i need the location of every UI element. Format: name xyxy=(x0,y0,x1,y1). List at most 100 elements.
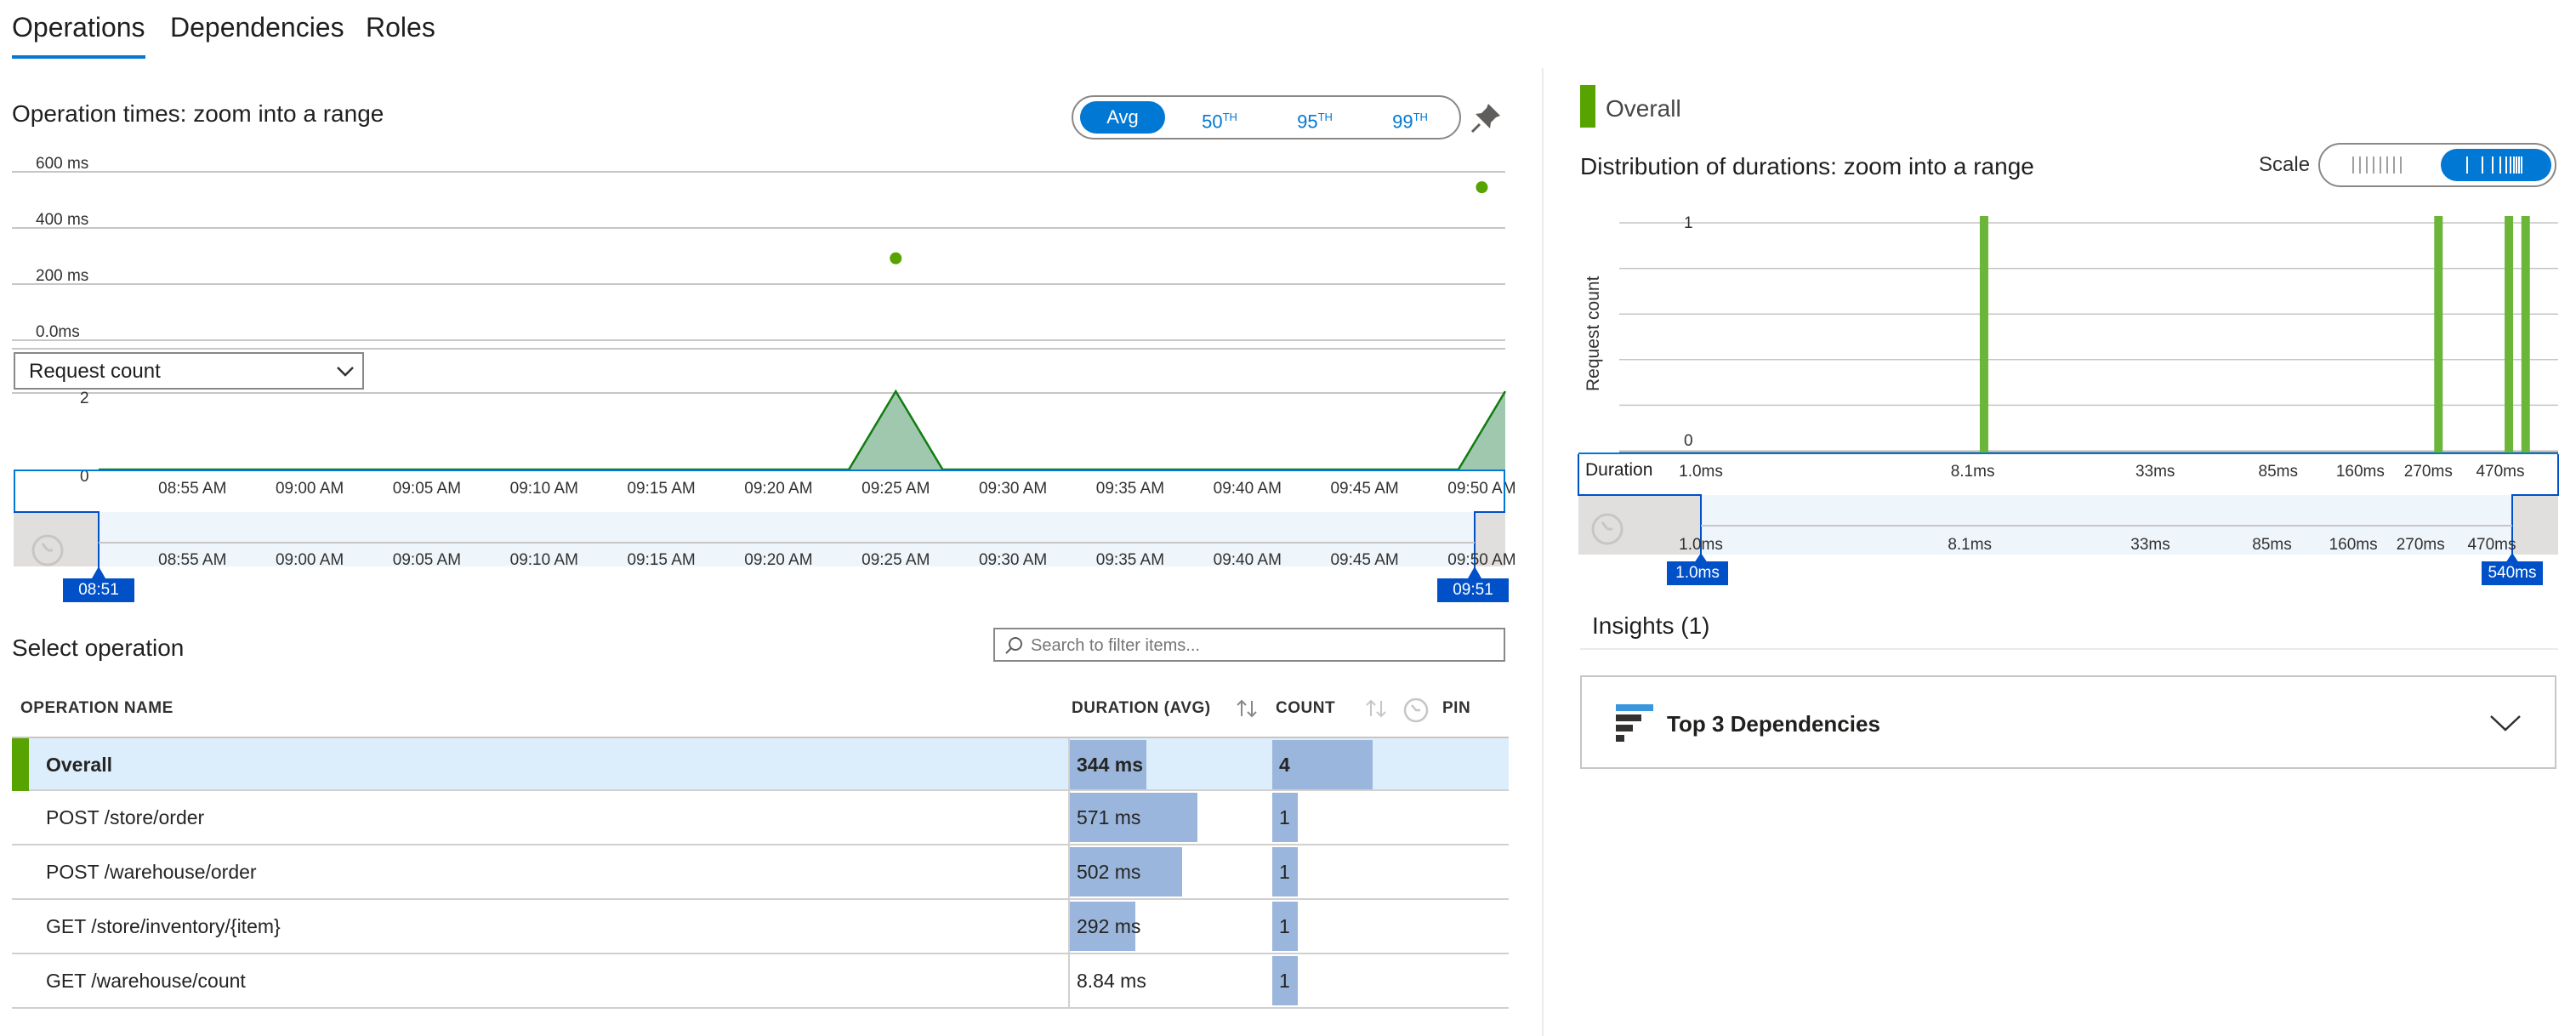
duration-distribution-chart: 10 1.0ms 8.1ms 33ms 85ms 160ms 270ms 470ms 1.0… xyxy=(1578,214,2559,563)
count-bar xyxy=(1272,902,1298,951)
brush-x-tick: 09:35 AM xyxy=(1096,551,1164,569)
area-line xyxy=(99,389,1507,471)
percentile-99th-sup: TH xyxy=(1413,111,1428,123)
duration-range-end-label[interactable]: 540ms xyxy=(2482,561,2543,585)
search-input[interactable] xyxy=(1029,633,1497,658)
column-header-name[interactable]: OPERATION NAME xyxy=(20,699,173,717)
reset-duration-zoom-icon[interactable] xyxy=(1589,510,1626,548)
panel-divider xyxy=(1542,68,1544,1036)
log-scale-icon xyxy=(2466,157,2522,174)
count-bar xyxy=(1272,793,1298,842)
brush-x-tick: 09:05 AM xyxy=(393,551,461,569)
duration-range-start-label[interactable]: 1.0ms xyxy=(1667,561,1728,585)
table-row[interactable]: GET /warehouse/count 8.84 ms 1 xyxy=(12,954,1509,1009)
distribution-bar[interactable] xyxy=(2521,216,2530,453)
brush-left-handle[interactable] xyxy=(92,566,105,578)
sort-duration-icon[interactable] xyxy=(1235,697,1259,720)
brush-x-ticks: 08:55 AM 09:00 AM 09:05 AM 09:10 AM 09:15 AM… xyxy=(158,551,1515,569)
range-start-label[interactable]: 08:51 AM xyxy=(63,578,134,623)
column-header-duration[interactable]: DURATION (AVG) xyxy=(1072,699,1211,717)
duration-brush-x-tick: 1.0ms xyxy=(1679,536,1723,554)
time-x-tick: 09:35 AM xyxy=(1096,480,1164,498)
brush-outside-right xyxy=(1475,512,1505,566)
distribution-bar[interactable] xyxy=(2434,216,2443,453)
reset-zoom-icon[interactable] xyxy=(29,532,66,569)
distribution-title: Distribution of durations: zoom into a r… xyxy=(1580,153,2034,179)
distribution-x-ticks: 1.0ms 8.1ms 33ms 85ms 160ms 270ms 470ms xyxy=(1679,463,2524,481)
brush-x-tick: 09:30 AM xyxy=(979,551,1047,569)
scatter-point[interactable] xyxy=(890,252,902,265)
table-row[interactable]: GET /store/inventory/{item} 292 ms 1 xyxy=(12,900,1509,954)
tab-operations[interactable]: Operations xyxy=(12,12,145,59)
count-value: 1 xyxy=(1279,915,1290,937)
brush-x-tick: 09:20 AM xyxy=(744,551,812,569)
sort-count-icon[interactable] xyxy=(1364,697,1388,720)
log-scale-button[interactable] xyxy=(2441,149,2551,181)
operation-name: POST /warehouse/order xyxy=(46,861,257,883)
percentile-95th[interactable]: 95TH xyxy=(1271,101,1359,134)
distribution-bars xyxy=(1979,216,2530,453)
brush-top-edge xyxy=(14,470,1505,471)
brush-right-handle[interactable] xyxy=(1468,566,1481,578)
metric-dropdown-value: Request count xyxy=(29,360,161,383)
metric-dropdown[interactable]: Request count xyxy=(14,352,364,390)
column-header-count[interactable]: COUNT xyxy=(1276,699,1336,717)
table-row[interactable]: POST /warehouse/order 502 ms 1 xyxy=(12,845,1509,900)
chevron-down-icon[interactable] xyxy=(2488,711,2522,735)
time-x-tick: 09:40 AM xyxy=(1214,480,1282,498)
time-x-tick: 09:25 AM xyxy=(862,480,930,498)
time-range-brush[interactable] xyxy=(14,470,1505,612)
pin-icon[interactable] xyxy=(1470,100,1504,134)
brush-x-tick: 08:55 AM xyxy=(158,551,226,569)
area-y-tick: 0 xyxy=(80,468,89,486)
area-x-ticks: 08:55 AM 09:00 AM 09:05 AM 09:10 AM 09:15 AM… xyxy=(158,480,1515,498)
select-operation-title: Select operation xyxy=(12,635,185,661)
brush-x-tick: 09:15 AM xyxy=(627,551,695,569)
duration-x-tick: 1.0ms xyxy=(1679,463,1723,481)
scale-toggle xyxy=(2318,143,2556,187)
duration-brush-x-tick: 33ms xyxy=(2130,536,2169,554)
duration-range-brush[interactable]: 1.0ms 8.1ms 33ms 85ms 160ms 270ms 470ms xyxy=(1578,453,2559,563)
insight-card-top-dependencies[interactable]: Top 3 Dependencies xyxy=(1580,675,2556,769)
range-end-label[interactable]: 09:51 AM xyxy=(1437,578,1509,623)
time-x-tick: 09:00 AM xyxy=(276,480,344,498)
duration-bar xyxy=(1070,902,1135,951)
brush-x-tick: 09:25 AM xyxy=(862,551,930,569)
table-row[interactable]: Overall 344 ms 4 xyxy=(12,737,1509,791)
count-bar xyxy=(1272,956,1298,1005)
count-bar xyxy=(1272,740,1373,789)
distribution-bar[interactable] xyxy=(2505,216,2514,453)
brush-selection[interactable] xyxy=(99,512,1475,566)
brush-x-tick: 09:10 AM xyxy=(510,551,578,569)
percentile-99th[interactable]: 99TH xyxy=(1366,101,1454,134)
scatter-point[interactable] xyxy=(1476,181,1488,194)
duration-brush-outside-right xyxy=(2512,495,2558,555)
duration-brush-x-tick: 8.1ms xyxy=(1948,536,1992,554)
linear-scale-icon xyxy=(2352,157,2402,174)
distribution-x-label: Duration xyxy=(1585,460,1653,480)
time-x-tick: 09:20 AM xyxy=(744,480,812,498)
linear-scale-button[interactable] xyxy=(2327,149,2432,181)
tab-roles[interactable]: Roles xyxy=(366,12,435,43)
duration-bar xyxy=(1070,847,1182,897)
insights-title: Insights (1) xyxy=(1592,612,1710,639)
table-row[interactable]: POST /store/order 571 ms 1 xyxy=(12,791,1509,845)
duration-brush-left-handle[interactable] xyxy=(1694,553,1708,563)
count-value: 1 xyxy=(1279,806,1290,828)
percentile-selector: Avg 50TH 95TH 99TH xyxy=(1072,95,1461,139)
percentile-50th[interactable]: 50TH xyxy=(1175,101,1264,134)
row-color-swatch xyxy=(12,738,29,791)
tab-dependencies[interactable]: Dependencies xyxy=(170,12,344,43)
duration-brush-top xyxy=(1578,453,2558,454)
duration-x-tick: 270ms xyxy=(2404,463,2453,481)
duration-brush-right-handle[interactable] xyxy=(2505,553,2519,563)
percentile-50th-base: 50 xyxy=(1202,111,1223,133)
brush-right-edge xyxy=(1504,470,1505,512)
overall-legend-label: Overall xyxy=(1606,95,1681,122)
search-box[interactable] xyxy=(993,628,1505,662)
reset-pin-icon[interactable] xyxy=(1402,696,1430,725)
percentile-avg[interactable]: Avg xyxy=(1080,101,1165,134)
distribution-bar[interactable] xyxy=(1979,216,1988,453)
operation-name: Overall xyxy=(46,754,112,776)
count-value: 1 xyxy=(1279,970,1290,992)
